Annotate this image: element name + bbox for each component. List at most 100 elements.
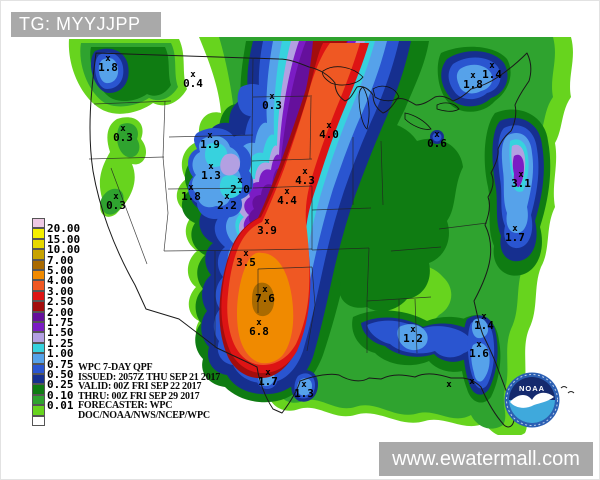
- max-x-mark: x: [190, 70, 196, 80]
- forecast-info-line: ISSUED: 2057Z THU SEP 21 2017: [78, 371, 221, 383]
- max-x-mark: x: [264, 217, 270, 227]
- legend-swatch: [32, 259, 45, 270]
- us-coastline: [89, 52, 532, 428]
- legend-label: 1.00: [47, 347, 74, 361]
- max-value-label: 1.8: [98, 61, 118, 74]
- watermark-bar: www.ewatermall.com: [379, 442, 593, 476]
- max-x-mark: x: [208, 162, 214, 172]
- max-value-label: 1.6: [469, 347, 489, 360]
- max-value-label: 0.4: [183, 77, 203, 90]
- legend-label: 0.10: [47, 388, 74, 402]
- legend-label: 1.50: [47, 326, 74, 340]
- legend-swatch: [32, 384, 45, 395]
- max-x-mark: x: [256, 318, 262, 328]
- max-x-mark: x: [518, 170, 524, 180]
- max-x-mark: x: [302, 167, 308, 177]
- max-value-label: 4.0: [319, 128, 339, 141]
- legend-swatch: [32, 353, 45, 364]
- noaa-logo: NOAA: [504, 372, 575, 428]
- forecast-info-line: FORECASTER: WPC: [78, 400, 173, 412]
- max-x-mark: x: [207, 131, 213, 141]
- legend-label: 4.00: [47, 274, 74, 288]
- max-value-label: 6.8: [249, 325, 269, 338]
- max-value-label: 3.1: [511, 177, 531, 190]
- max-x-mark: x: [512, 224, 518, 234]
- legend-swatch: [32, 290, 45, 302]
- forecast-info-line: THRU: 00Z FRI SEP 29 2017: [78, 390, 200, 402]
- max-x-mark: x: [120, 124, 126, 134]
- max-x-mark: x: [105, 54, 111, 64]
- forecast-info-line: VALID: 00Z FRI SEP 22 2017: [78, 381, 202, 393]
- legend-swatch: [32, 218, 45, 229]
- noaa-logo-ring-text: [506, 374, 558, 426]
- max-x-mark: x: [113, 192, 119, 202]
- max-x-mark: x: [301, 380, 307, 390]
- max-x-mark: x: [265, 368, 271, 378]
- max-x-mark: x: [326, 121, 332, 131]
- max-x-mark: x: [188, 183, 194, 193]
- max-x-mark: x: [481, 312, 487, 322]
- legend-label: 3.00: [47, 284, 74, 298]
- legend-swatch: [32, 238, 45, 250]
- great-lakes: [322, 66, 460, 130]
- forecast-info-line: WPC 7-DAY QPF: [78, 362, 153, 373]
- max-value-label: 0.6: [427, 137, 447, 150]
- tag-title-text: TG: MYYJJPP: [19, 14, 141, 34]
- max-x-mark: x: [243, 249, 249, 259]
- max-value-label: 0.3: [113, 131, 133, 144]
- max-value-label: 1.7: [505, 231, 525, 244]
- legend-label: 0.50: [47, 368, 74, 381]
- bird-marks-icon: [560, 386, 575, 394]
- max-value-label: 1.9: [200, 138, 220, 151]
- legend-label: 20.00: [47, 222, 81, 236]
- legend-label: 0.25: [47, 378, 74, 392]
- max-x-mark: x: [446, 380, 452, 390]
- legend-label: 5.00: [47, 264, 74, 277]
- precip-max-labels: x1.8x0.4x0.3x0.3x1.9x1.3x1.8x2.0x2.2x0.3…: [98, 54, 531, 400]
- legend-label: 7.00: [47, 253, 74, 267]
- legend-label: 1.75: [47, 316, 74, 329]
- max-value-label: 1.3: [294, 387, 314, 400]
- precip-shading-layers: [68, 37, 573, 435]
- legend-label: 1.25: [47, 336, 74, 350]
- forecast-info-line: DOC/NOAA/NWS/NCEP/WPC: [78, 409, 210, 421]
- legend-swatch: [32, 322, 45, 333]
- max-value-label: 1.2: [403, 332, 423, 345]
- legend-swatch: [32, 301, 45, 312]
- legend-swatch: [32, 249, 45, 260]
- max-x-mark: x: [476, 340, 482, 350]
- max-value-label: 4.3: [295, 174, 315, 187]
- max-value-label: 1.3: [201, 169, 221, 182]
- qpf-west-cluster: [188, 128, 254, 220]
- max-x-mark: x: [262, 285, 268, 295]
- legend-label: 15.00: [47, 232, 81, 246]
- max-value-label: 1.4: [474, 319, 494, 332]
- legend-swatch: [32, 270, 45, 281]
- legend-label: 0.01: [47, 399, 74, 413]
- max-x-mark: x: [469, 377, 475, 387]
- max-x-mark: x: [224, 192, 230, 202]
- legend-label: 2.00: [47, 305, 74, 319]
- max-x-mark: x: [489, 61, 495, 71]
- max-value-label: 2.0: [230, 183, 250, 196]
- legend-swatch: [32, 363, 45, 374]
- max-value-label: 1.7: [258, 375, 278, 388]
- legend-swatch: [32, 374, 45, 385]
- qpf-area-dark-orange: [252, 282, 275, 317]
- legend-label: 2.50: [47, 295, 74, 309]
- noaa-logo-bird-icon: [510, 392, 554, 408]
- max-value-label: 7.6: [255, 292, 275, 305]
- legend-swatch: [32, 405, 45, 416]
- legend-label: 10.00: [47, 243, 81, 257]
- max-value-label: 1.8: [181, 190, 201, 203]
- forecast-info-box: WPC 7-DAY QPF ISSUED: 2057Z THU SEP 21 20…: [78, 363, 220, 421]
- max-value-label: 0.3: [262, 99, 282, 112]
- max-value-label: 4.4: [277, 194, 297, 207]
- max-x-mark: x: [284, 187, 290, 197]
- watermark-text: www.ewatermall.com: [392, 448, 580, 470]
- max-value-label: 2.2: [217, 199, 237, 212]
- max-x-mark: x: [269, 92, 275, 102]
- max-value-label: 1.8: [463, 78, 483, 91]
